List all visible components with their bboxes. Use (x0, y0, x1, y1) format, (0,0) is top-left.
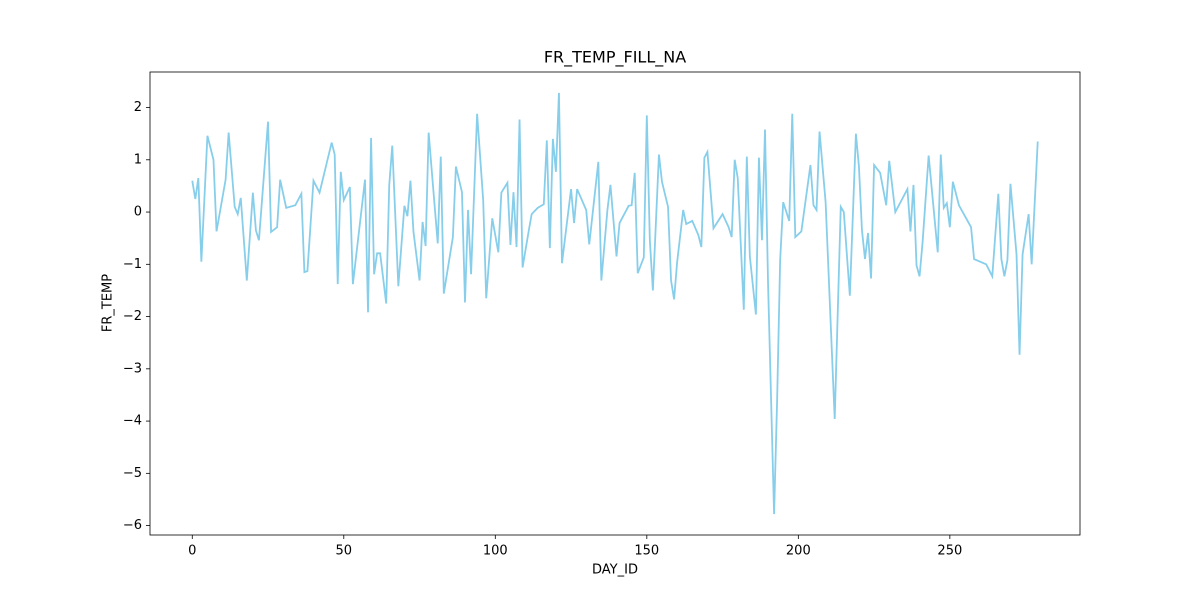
plot-frame (149, 71, 1081, 536)
y-tick-label: −6 (123, 518, 142, 533)
x-tick-label: 0 (188, 544, 196, 559)
y-tick-label: −2 (123, 309, 142, 324)
x-tick-label: 250 (937, 544, 962, 559)
x-tick-label: 100 (483, 544, 508, 559)
x-tick-label: 50 (336, 544, 353, 559)
y-tick-label: 0 (134, 205, 142, 220)
x-tick-label: 200 (786, 544, 811, 559)
y-tick-label: −5 (123, 466, 142, 481)
y-tick-label: 1 (134, 152, 142, 167)
y-tick-label: −4 (123, 414, 142, 429)
data-line (191, 92, 1039, 515)
x-tick-label: 150 (634, 544, 659, 559)
y-tick-label: 2 (134, 100, 142, 115)
x-axis-label: DAY_ID (592, 563, 638, 578)
chart-title: FR_TEMP_FILL_NA (544, 48, 686, 68)
y-tick-label: −3 (123, 361, 142, 376)
y-tick-label: −1 (123, 257, 142, 272)
y-axis-label: FR_TEMP (101, 274, 116, 332)
